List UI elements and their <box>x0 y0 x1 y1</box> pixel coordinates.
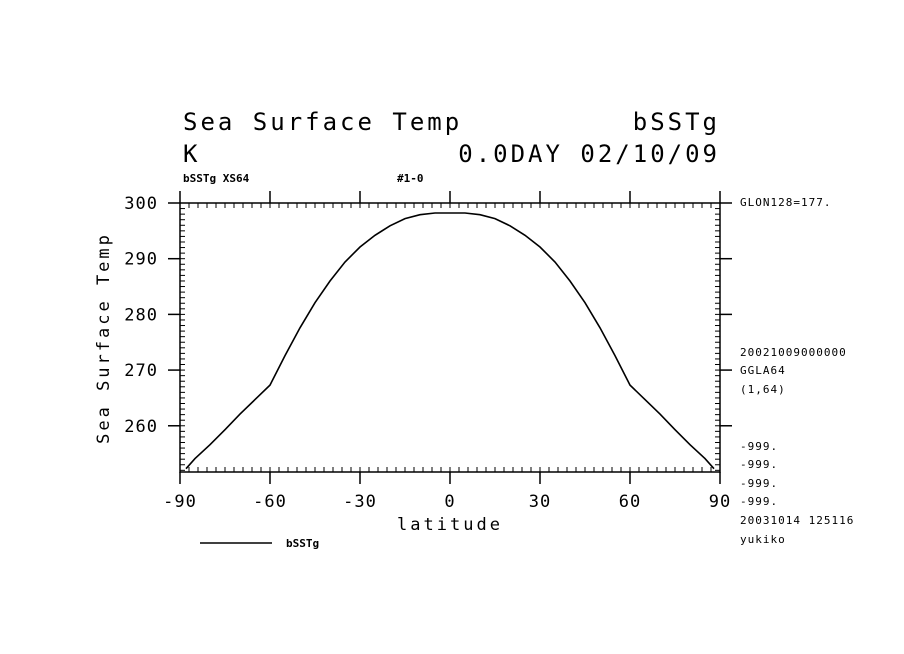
y-tick-label: 270 <box>124 361 158 381</box>
grid-range: (1,64) <box>740 383 786 396</box>
series-group <box>185 212 715 470</box>
chart-title: Sea Surface Temp <box>183 108 462 136</box>
user-name: yukiko <box>740 533 786 546</box>
y-tick-label: 280 <box>124 305 158 325</box>
glon-info: GLON128=177. <box>740 196 831 209</box>
unit-label: K <box>183 140 200 168</box>
major-ticks <box>168 191 732 484</box>
x-tick-label: -90 <box>163 492 197 512</box>
x-tick-label: 0 <box>444 492 455 512</box>
x-tick-label: -60 <box>253 492 287 512</box>
date-code: 20021009000000 <box>740 346 847 359</box>
y-axis-label: Sea Surface Temp <box>94 232 114 444</box>
x-axis-label: latitude <box>397 515 503 535</box>
y-tick-labels: 260 270 280 290 300 <box>124 194 158 437</box>
y-tick-label: 300 <box>124 194 158 214</box>
x-tick-label: 90 <box>709 492 731 512</box>
x-tick-labels: -90 -60 -30 0 30 60 90 <box>163 492 731 512</box>
x-tick-label: 30 <box>529 492 551 512</box>
missing-value-4: -999. <box>740 495 778 508</box>
dataset-label: bSSTg XS64 <box>183 172 250 185</box>
variable-name: bSSTg <box>633 108 720 136</box>
missing-value-3: -999. <box>740 477 778 490</box>
time-label: 0.0DAY 02/10/09 <box>458 140 720 168</box>
legend-label: bSSTg <box>286 537 319 550</box>
run-label: #1-0 <box>397 172 424 185</box>
plot-frame <box>179 202 721 473</box>
series-line-bSSTg <box>185 212 715 470</box>
minor-ticks <box>179 202 721 472</box>
x-tick-label: -30 <box>343 492 377 512</box>
timestamp: 20031014 125116 <box>740 514 854 527</box>
missing-value-2: -999. <box>740 458 778 471</box>
grid-name: GGLA64 <box>740 364 786 377</box>
missing-value-1: -999. <box>740 440 778 453</box>
x-tick-label: 60 <box>619 492 641 512</box>
y-tick-label: 290 <box>124 250 158 270</box>
y-tick-label: 260 <box>124 417 158 437</box>
